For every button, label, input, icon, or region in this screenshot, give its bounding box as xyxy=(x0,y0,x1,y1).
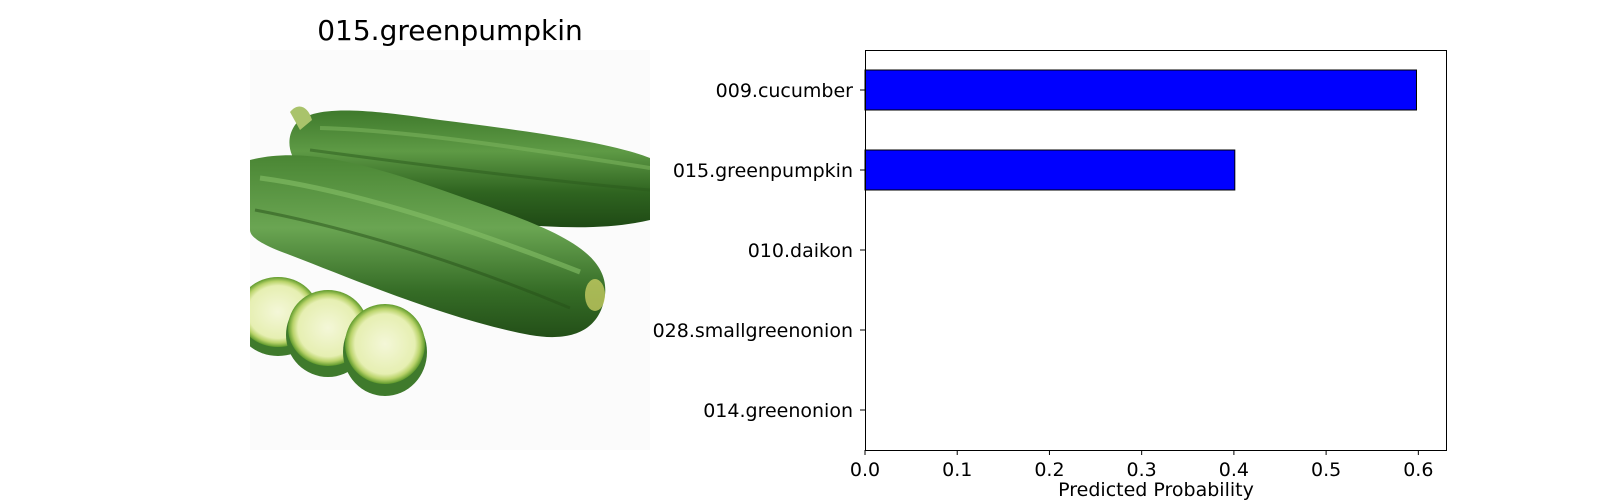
y-tick-label: 015.greenpumpkin xyxy=(673,160,853,182)
x-tick-label: 0.0 xyxy=(850,459,880,481)
x-tick-label: 0.5 xyxy=(1311,459,1341,481)
image-title: 015.greenpumpkin xyxy=(317,14,583,47)
bar-015.greenpumpkin xyxy=(864,149,1236,191)
x-axis-label: Predicted Probability xyxy=(1058,479,1254,500)
x-tick-label: 0.4 xyxy=(1219,459,1249,481)
zucchini-photo-icon xyxy=(250,50,650,450)
y-tick-label: 014.greenonion xyxy=(703,400,853,422)
x-tick-label: 0.1 xyxy=(942,459,972,481)
x-tick-label: 0.6 xyxy=(1403,459,1433,481)
y-tick-label: 028.smallgreenonion xyxy=(653,320,853,342)
x-tick-label: 0.2 xyxy=(1034,459,1064,481)
bar-009.cucumber xyxy=(864,69,1417,111)
x-tick-label: 0.3 xyxy=(1127,459,1157,481)
plot-frame xyxy=(865,50,1447,451)
y-tick-label: 009.cucumber xyxy=(716,80,854,102)
y-tick-label: 010.daikon xyxy=(748,240,853,262)
